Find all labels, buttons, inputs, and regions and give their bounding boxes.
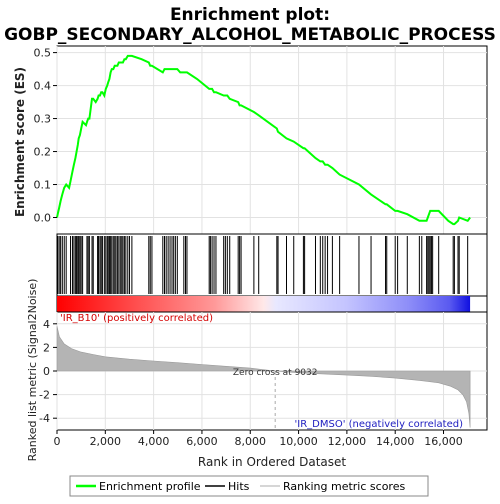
x-tick-label: 14,000 [376,435,415,448]
x-tick-label: 0 [54,435,61,448]
es-grid [56,46,487,234]
es-y-axis-label: Enrichment score (ES) [13,67,27,217]
metric-y-tick-label: -4 [39,412,50,425]
metric-y-axis-label: Ranked list metric (Signal2Noise) [26,279,39,462]
metric-y-tick-label: 0 [43,365,50,378]
x-tick-label: 6,000 [186,435,218,448]
x-tick-label: 10,000 [279,435,318,448]
x-tick-label: 2,000 [90,435,122,448]
metric-y-tick-label: -2 [39,389,50,402]
es-y-tick-label: 0.1 [34,179,52,192]
x-axis-label: Rank in Ordered Dataset [198,455,346,469]
x-tick-label: 16,000 [424,435,463,448]
es-y-tick-label: 0.4 [34,80,52,93]
metric-y-tick-label: 4 [43,318,50,331]
enrichment-profile-line [56,54,471,226]
es-y-tick-label: 0.0 [34,212,52,225]
x-tick-label: 8,000 [235,435,267,448]
legend-box [69,475,429,497]
rank-color-bar [57,296,471,312]
ranking-metric-area [56,326,471,428]
positive-class-label: 'IR_B10' (positively correlated) [60,313,213,324]
legend-metric-label: Ranking metric scores [283,480,405,493]
metric-y-tick-label: 2 [43,341,50,354]
zero-cross-label: Zero cross at 9032 [233,368,318,378]
hits-marks [57,236,469,294]
negative-class-label: 'IR_DMSO' (negatively correlated) [295,419,464,430]
legend-profile-label: Enrichment profile [99,480,201,493]
es-y-axis: 0.0 0.1 0.2 0.3 0.4 0.5 [34,47,57,225]
es-panel [56,45,488,235]
metric-y-axis: 4 2 0 -2 -4 [39,318,57,425]
x-tick-label: 4,000 [138,435,170,448]
es-y-tick-label: 0.5 [34,47,52,60]
chart-title-line2: GOBP_SECONDARY_ALCOHOL_METABOLIC_PROCESS [4,25,496,45]
x-tick-label: 12,000 [328,435,367,448]
chart-title-line1: Enrichment plot: [170,5,330,25]
x-axis: 0 2,000 4,000 6,000 8,000 10,000 12,000 14,000 1… [54,430,463,448]
es-y-tick-label: 0.3 [34,113,52,126]
legend-hits-label: Hits [228,480,250,493]
es-y-tick-label: 0.2 [34,146,52,159]
